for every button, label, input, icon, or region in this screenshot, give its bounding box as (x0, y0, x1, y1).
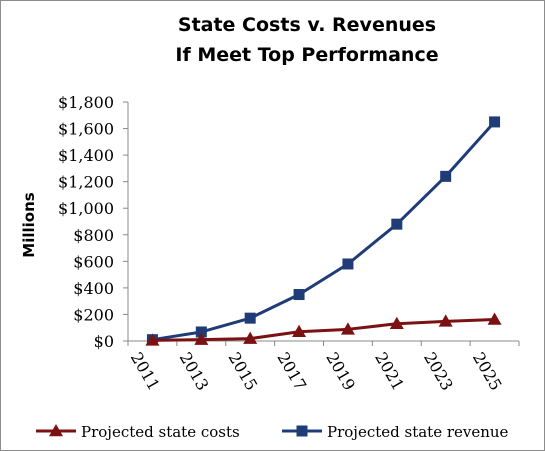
y-tick-label: $400 (73, 279, 114, 298)
y-axis: $0 $200 $400 $600 $800 $1,000 $1,200 $1,400 $1,6… (58, 93, 129, 351)
y-axis-label: Millions (20, 192, 38, 257)
data-point-triangle (340, 322, 355, 335)
legend-marker (296, 425, 308, 437)
x-tick-label: 2017 (273, 349, 310, 394)
data-point-square (489, 116, 501, 128)
y-tick-label: $600 (73, 252, 114, 271)
y-tick-label: $200 (73, 305, 114, 324)
data-point-triangle (145, 333, 160, 346)
data-point-square (342, 258, 354, 270)
legend: Projected state costs Projected state rev… (36, 423, 509, 441)
y-tick-label: $1,200 (58, 173, 114, 192)
chart-title-line-1: State Costs v. Revenues (178, 14, 436, 36)
x-tick-label: 2021 (371, 349, 408, 394)
data-point-triangle (292, 324, 307, 337)
x-tick-label: 2025 (469, 349, 506, 394)
data-point-square (244, 312, 256, 324)
series-square (146, 116, 501, 346)
data-point-triangle (194, 332, 209, 345)
x-tick-label: 2023 (420, 349, 457, 394)
x-tick-label: 2013 (176, 349, 213, 394)
data-point-square (391, 218, 403, 230)
data-point-square (293, 289, 305, 301)
y-tick-label: $1,800 (58, 93, 114, 112)
data-point-square (195, 326, 207, 338)
x-axis: 2011 2013 2015 2017 2019 2021 2023 2025 (127, 340, 520, 394)
y-tick-label: $0 (94, 332, 114, 351)
data-point-triangle (389, 316, 404, 329)
y-tick-label: $800 (73, 226, 114, 245)
data-point-triangle (438, 314, 453, 327)
legend-label: Projected state costs (81, 423, 240, 441)
series-line (152, 317, 495, 342)
x-tick-label: 2015 (225, 349, 262, 394)
data-point-square (440, 170, 452, 182)
legend-marker (49, 424, 63, 437)
x-tick-label: 2019 (322, 349, 359, 394)
series-triangle (145, 312, 502, 346)
data-point-triangle (243, 331, 258, 344)
x-tick-label: 2011 (127, 349, 164, 394)
chart-title-line-2: If Meet Top Performance (175, 44, 438, 66)
legend-label: Projected state revenue (327, 423, 509, 441)
series-line (152, 120, 496, 342)
data-point-triangle (487, 312, 502, 325)
series-layer (145, 116, 502, 346)
y-tick-label: $1,400 (58, 146, 114, 165)
y-tick-label: $1,600 (58, 120, 114, 139)
y-tick-label: $1,000 (58, 199, 114, 218)
